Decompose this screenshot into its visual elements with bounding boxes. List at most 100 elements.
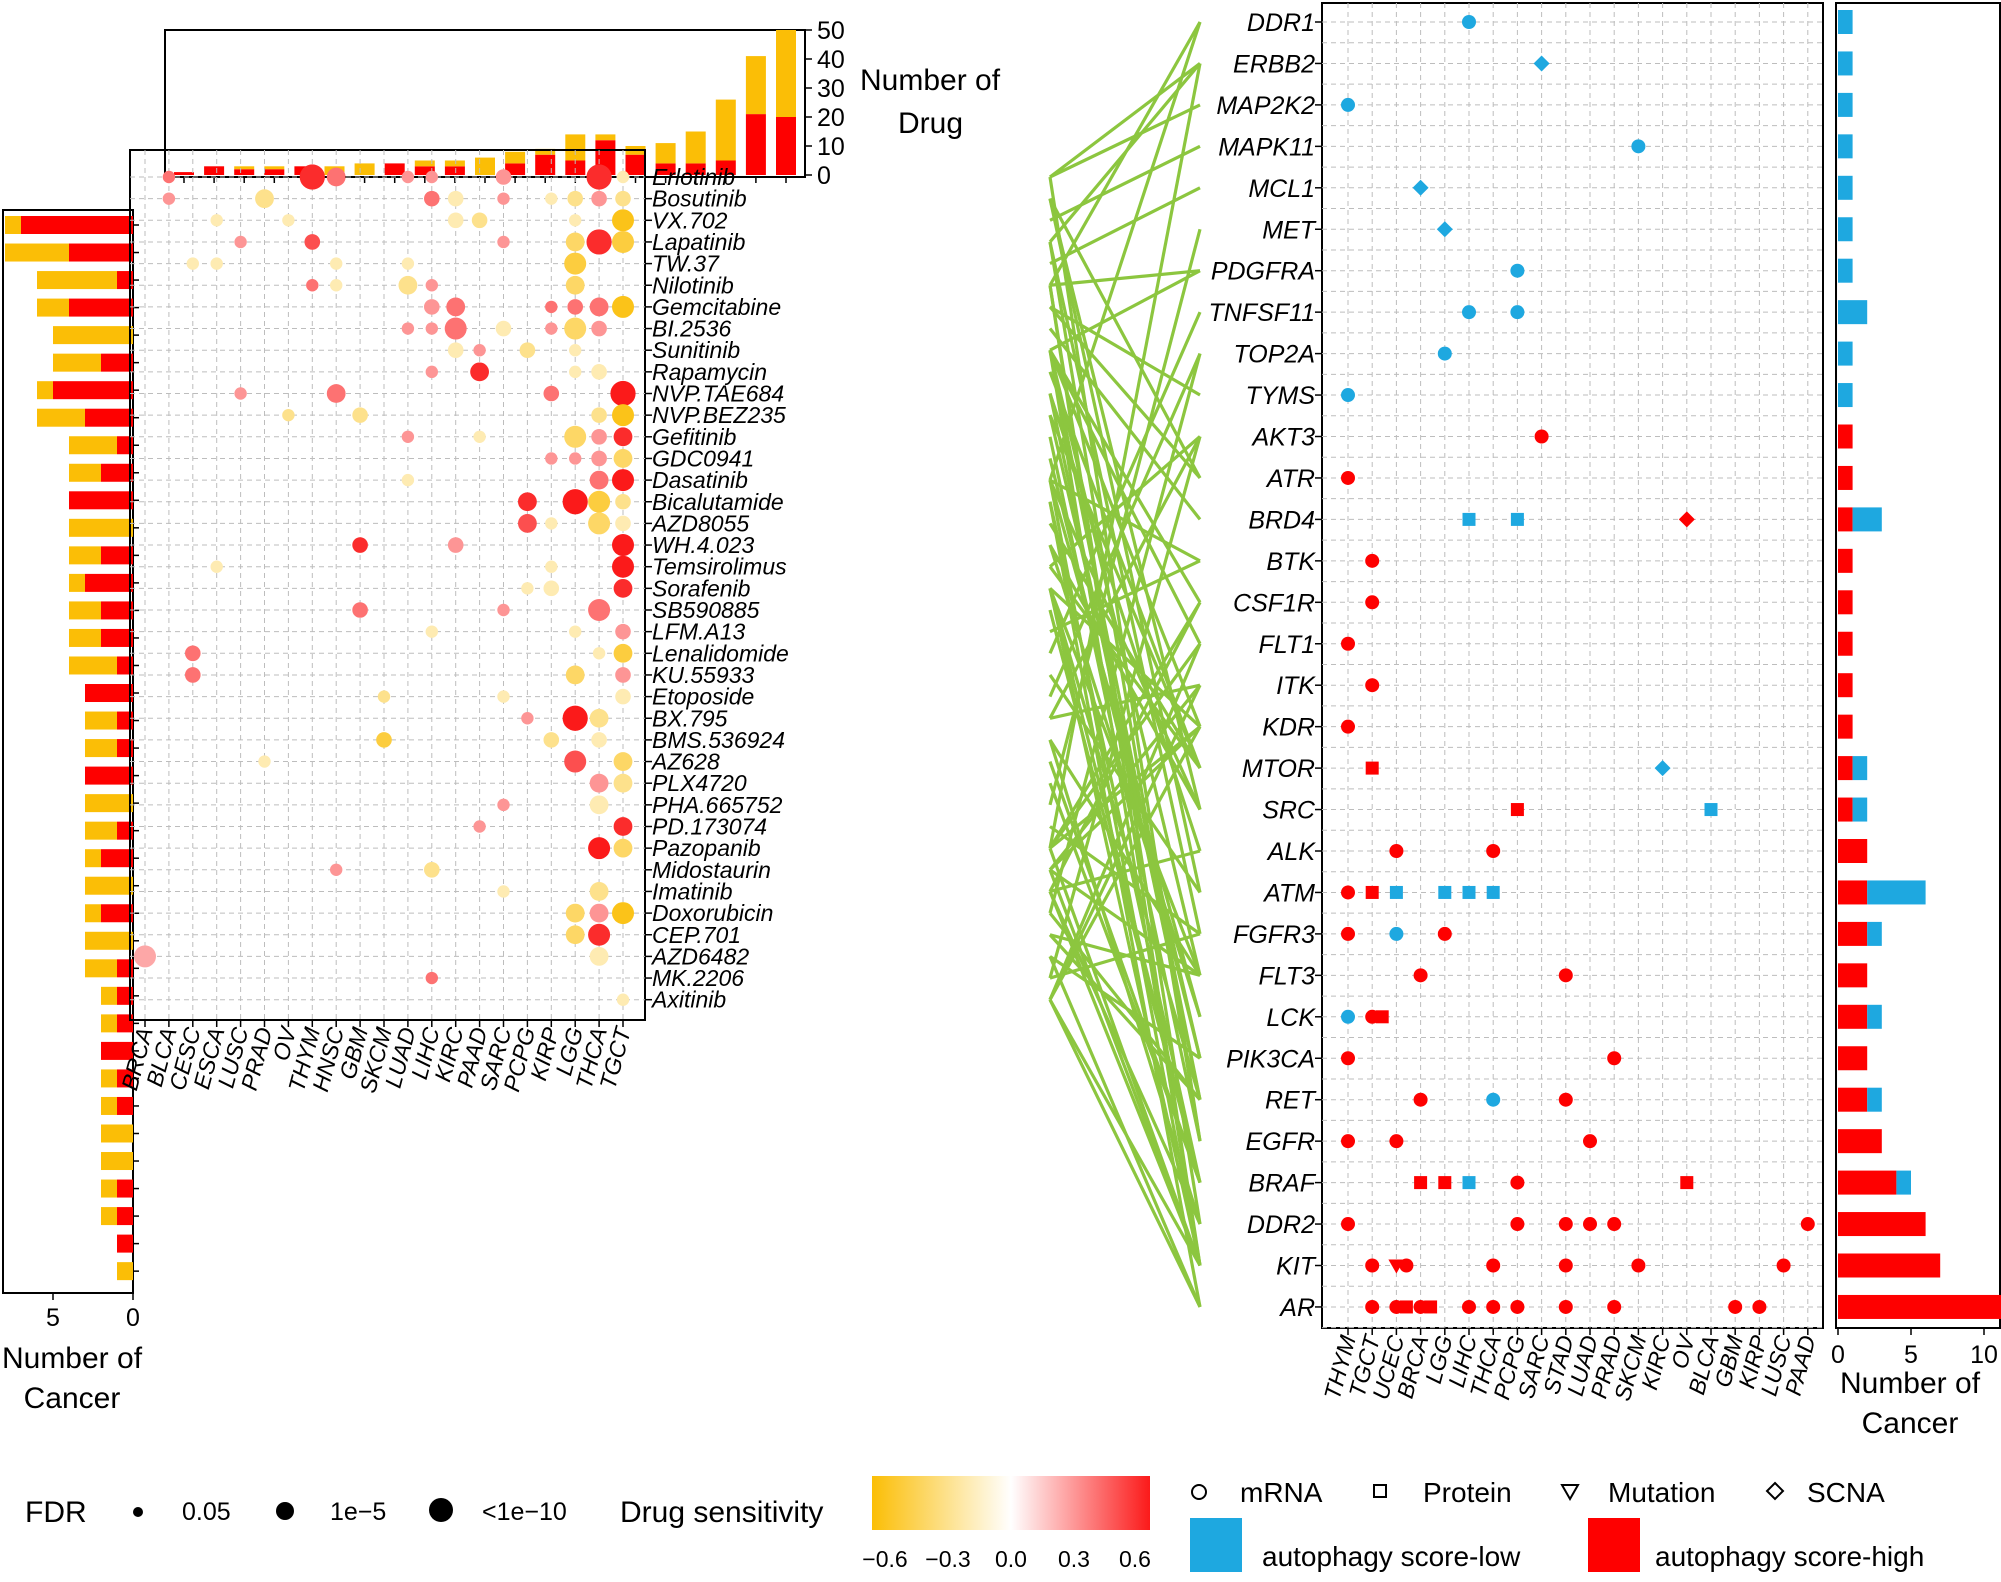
gene-point-mrna xyxy=(1510,1217,1525,1232)
bubble-point xyxy=(330,257,343,270)
top-bar-red xyxy=(535,154,556,175)
gene-label: RET xyxy=(1265,1087,1317,1115)
top-bar-yellow xyxy=(685,131,706,164)
bubble-point xyxy=(326,384,346,403)
top-bar-frame xyxy=(164,29,806,178)
left-bar-yellow xyxy=(69,628,101,647)
bubble-point xyxy=(569,452,582,465)
left-xlabel-line1: Number of xyxy=(2,1342,143,1375)
fdr-label-2: 1e−5 xyxy=(330,1498,386,1526)
bubble-point xyxy=(565,275,585,295)
top-bar-red xyxy=(204,166,225,175)
right-bar-high xyxy=(1838,507,1853,532)
bubble-point xyxy=(613,817,633,836)
bubble-point xyxy=(588,837,611,860)
link-line xyxy=(1049,269,1201,287)
link-line xyxy=(1048,955,1202,1308)
gene-label: BRAF xyxy=(1248,1170,1316,1198)
bubble-point xyxy=(425,365,438,379)
left-bar-red xyxy=(101,353,133,372)
bubble-point xyxy=(134,945,156,968)
drug-label: SB590885 xyxy=(652,597,760,623)
link-line xyxy=(1048,352,1202,698)
gene-label: ATR xyxy=(1265,465,1315,493)
bubble-point xyxy=(497,235,510,249)
gene-point-protein xyxy=(1414,1176,1428,1190)
bubble-point xyxy=(210,214,223,227)
link-line xyxy=(1048,601,1202,893)
bubble-point xyxy=(543,580,560,597)
top-bar-red xyxy=(174,172,194,175)
bubble-point xyxy=(562,705,588,731)
right-bar-high xyxy=(1838,1170,1897,1195)
bubble-point xyxy=(518,492,537,512)
bubble-point xyxy=(564,425,587,448)
left-bar-yellow xyxy=(37,298,69,317)
left-xlabel-line2: Cancer xyxy=(24,1382,121,1415)
gene-label: MCL1 xyxy=(1248,175,1315,203)
gene-point-protein xyxy=(1680,1176,1694,1190)
gene-point-scna xyxy=(1412,179,1429,196)
bubble-point xyxy=(545,452,558,465)
bubble-point xyxy=(352,602,368,618)
link-line xyxy=(1049,144,1201,222)
gene-point-mrna xyxy=(1341,885,1355,900)
right-bar-high xyxy=(1838,424,1853,449)
gene-label: ALK xyxy=(1266,838,1317,866)
bubble-point xyxy=(586,229,612,255)
bubble-point xyxy=(545,322,558,335)
bubble-point xyxy=(565,925,585,945)
link-line xyxy=(1048,522,1202,769)
left-bar-red xyxy=(117,1179,133,1198)
link-line xyxy=(1049,305,1201,397)
drug-label: Axitinib xyxy=(650,987,726,1013)
bubble-point xyxy=(185,667,201,683)
bubble-point xyxy=(497,885,510,898)
bubble-point xyxy=(612,230,634,253)
right-bar-low xyxy=(1838,175,1853,200)
gene-label: ERBB2 xyxy=(1233,50,1315,78)
gene-point-mrna xyxy=(1341,719,1355,734)
gene-point-mrna xyxy=(1341,1217,1355,1232)
drug-label: LFM.A13 xyxy=(652,619,746,645)
bubble-point xyxy=(518,514,537,533)
gene-label: MAP2K2 xyxy=(1216,92,1315,120)
gene-point-mrna xyxy=(1776,1258,1791,1273)
right-bar-low xyxy=(1852,507,1882,532)
right-bar-high xyxy=(1838,590,1853,615)
fdr-title: FDR xyxy=(25,1496,87,1529)
left-bar-yellow xyxy=(117,1262,133,1281)
gene-point-mrna xyxy=(1583,1134,1597,1149)
link-line xyxy=(1048,414,1202,1059)
right-bar-low xyxy=(1852,797,1868,822)
bubble-point xyxy=(612,469,634,492)
link-line xyxy=(1048,349,1202,1101)
bubble-point xyxy=(591,732,607,748)
link-line xyxy=(1048,21,1202,481)
bubble-point xyxy=(589,470,609,490)
bubble-point xyxy=(330,279,343,292)
drug-label: GDC0941 xyxy=(652,445,754,471)
bubble-point xyxy=(521,582,534,595)
bubble-point xyxy=(545,300,558,314)
gene-label: KDR xyxy=(1262,714,1315,742)
left-bar-yellow xyxy=(85,739,117,758)
bubble-point xyxy=(613,643,633,663)
top-ytick-label: 0 xyxy=(817,162,831,190)
fdr-label-1: 0.05 xyxy=(182,1498,231,1526)
top-bar-yellow xyxy=(776,30,796,117)
drug-label: Dasatinib xyxy=(652,467,748,493)
left-bar-red xyxy=(117,1096,133,1115)
score-low-label: autophagy score-low xyxy=(1262,1541,1521,1572)
top-bar-yellow xyxy=(715,99,736,161)
bubble-point xyxy=(589,708,609,728)
gene-label: DDR2 xyxy=(1247,1211,1315,1239)
gene-point-mrna xyxy=(1341,1051,1355,1066)
bubble-point xyxy=(519,342,536,359)
link-line xyxy=(1048,197,1202,479)
gene-point-mrna xyxy=(1462,305,1476,320)
bubble-point xyxy=(545,192,558,205)
gene-point-mrna xyxy=(1437,346,1452,361)
bubble-point xyxy=(610,380,636,407)
bubble-point xyxy=(162,192,176,205)
